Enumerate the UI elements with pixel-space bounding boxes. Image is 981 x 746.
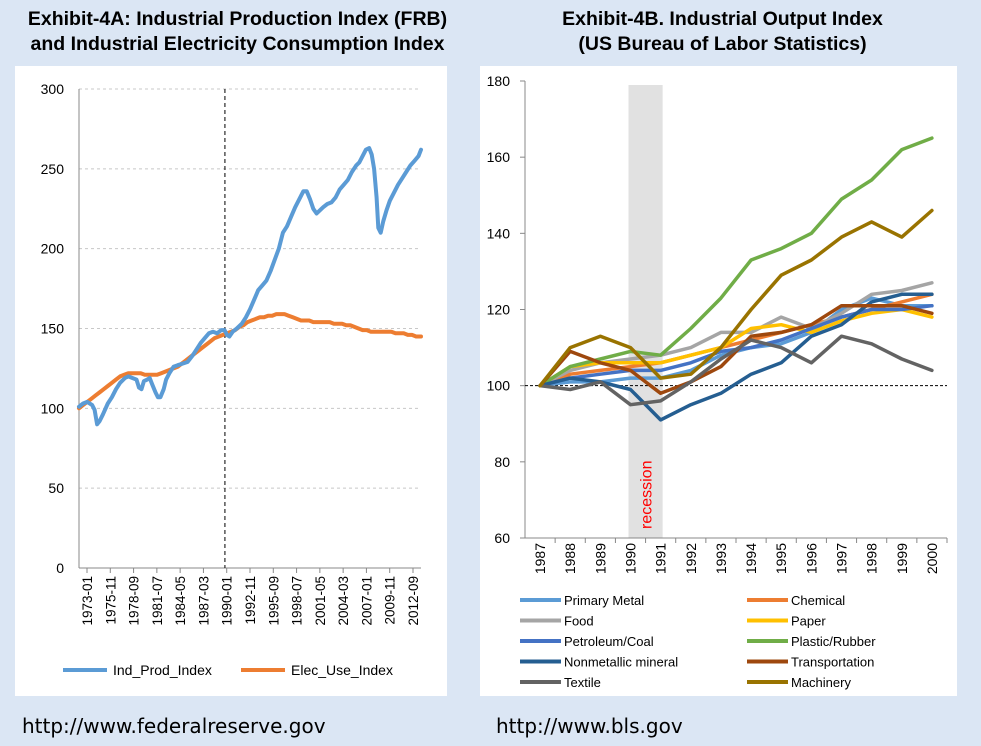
chart-a-plot: 0 50 100 150 200 250 300 1973-01 1975-11 1978-09 1… [41, 81, 423, 678]
x-tick-label: 1992 [683, 543, 699, 574]
x-tick-label: 1988 [562, 543, 578, 574]
x-tick-label: 1975-11 [103, 576, 118, 625]
chart-a-title: Exhibit-4A: Industrial Production Index … [0, 7, 475, 57]
x-tick-label: 2012-09 [406, 576, 421, 626]
legend-label: Textile [564, 675, 601, 690]
series-line-ind-prod-index [77, 146, 423, 427]
chart-a-title-line1: Exhibit-4A: Industrial Production Index … [27, 8, 448, 30]
chart-a-panel: 0 50 100 150 200 250 300 1973-01 1975-11 1978-09 1… [15, 66, 447, 696]
y-tick-label: 80 [494, 454, 510, 470]
source-link-federalreserve[interactable]: http://www.federalreserve.gov [22, 714, 326, 738]
x-tick-label: 1973-01 [80, 576, 95, 626]
x-tick-label: 1994 [743, 543, 759, 574]
chart-b-panel: recession 60 80 100 120 140 160 180 1987 1988 1989… [480, 66, 957, 696]
x-tick-label: 1990-01 [220, 576, 235, 626]
legend-label: Transportation [791, 655, 874, 670]
y-tick-label: 50 [48, 480, 64, 496]
y-tick-label: 140 [487, 225, 511, 241]
x-tick-label: 1998-07 [290, 576, 305, 626]
legend-label: Plastic/Rubber [791, 634, 876, 649]
x-tick-label: 1991 [653, 543, 669, 574]
x-tick-label: 1993 [713, 543, 729, 574]
legend-label: Petroleum/Coal [564, 634, 654, 649]
y-tick-label: 150 [41, 321, 65, 337]
chart-b-title-line2: (US Bureau of Labor Statistics) [578, 33, 867, 55]
x-tick-label: 1989 [592, 543, 608, 574]
chart-b-title: Exhibit-4B. Industrial Output Index (US … [480, 7, 965, 57]
y-tick-label: 180 [487, 73, 511, 89]
x-tick-label: 2009-11 [383, 576, 398, 625]
series-line-plastic-rubber [538, 136, 934, 388]
chart-b-plot: recession 60 80 100 120 140 160 180 1987 1988 1989… [487, 73, 948, 690]
x-tick-label: 1984-05 [173, 576, 188, 626]
x-tick-label: 1978-09 [127, 576, 142, 626]
source-link-bls[interactable]: http://www.bls.gov [496, 714, 683, 738]
legend-label: Primary Metal [564, 593, 644, 608]
legend-label: Ind_Prod_Index [113, 662, 212, 678]
y-tick-label: 160 [487, 149, 511, 165]
y-tick-label: 100 [41, 400, 65, 416]
y-tick-label: 60 [494, 530, 510, 546]
x-tick-label: 1992-11 [243, 576, 258, 625]
chart-b-title-line1: Exhibit-4B. Industrial Output Index [562, 8, 883, 30]
x-tick-label: 2007-01 [359, 576, 374, 626]
x-tick-label: 1996 [803, 543, 819, 574]
legend-label: Paper [791, 614, 826, 629]
x-tick-label: 2000 [924, 543, 940, 574]
y-tick-label: 250 [41, 161, 65, 177]
y-tick-label: 100 [487, 378, 511, 394]
series-line-elec-use-index [77, 312, 423, 411]
series-line-textile [538, 334, 934, 407]
x-tick-label: 2004-03 [336, 576, 351, 626]
legend-label: Chemical [791, 593, 845, 608]
series-line-machinery [538, 208, 934, 388]
x-tick-label: 1998 [864, 543, 880, 574]
x-tick-label: 1981-07 [150, 576, 165, 626]
y-tick-label: 200 [41, 241, 65, 257]
legend-label: Food [564, 614, 594, 629]
y-tick-label: 120 [487, 302, 511, 318]
x-tick-label: 1995 [773, 543, 789, 574]
x-tick-label: 2001-05 [313, 576, 328, 626]
x-tick-label: 1990 [623, 543, 639, 574]
x-tick-label: 1995-09 [266, 576, 281, 626]
chart-a-title-line2: and Industrial Electricity Consumption I… [30, 33, 445, 55]
recession-band [628, 85, 663, 538]
y-tick-label: 0 [56, 560, 64, 576]
x-tick-label: 1987-03 [196, 576, 211, 626]
y-tick-label: 300 [41, 81, 65, 97]
x-tick-label: 1997 [834, 543, 850, 574]
legend-label: Nonmetallic mineral [564, 655, 678, 670]
recession-label: recession [639, 461, 656, 529]
x-tick-label: 1987 [532, 543, 548, 574]
x-tick-label: 1999 [894, 543, 910, 574]
legend-label: Machinery [791, 675, 851, 690]
legend-label: Elec_Use_Index [291, 662, 393, 678]
